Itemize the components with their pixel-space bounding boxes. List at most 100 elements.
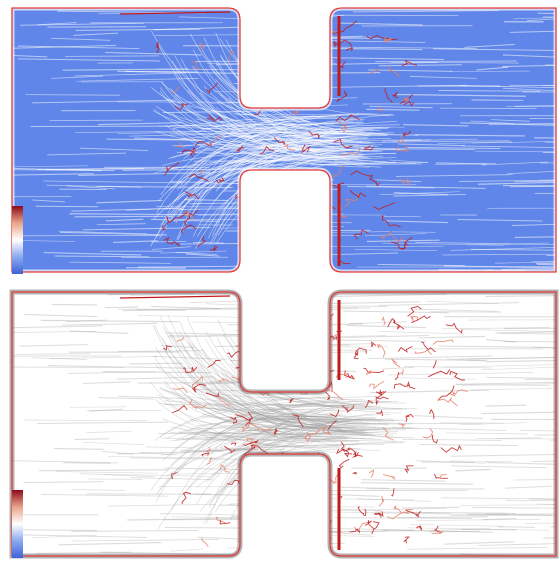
streamline-streak: [205, 437, 347, 441]
vortex-fragment: [301, 146, 311, 154]
streamline-streak: [17, 45, 140, 50]
streamline-streak: [393, 193, 466, 197]
converging-streak: [170, 411, 321, 466]
vortex-fragment: [303, 88, 311, 94]
converging-streak: [191, 410, 349, 456]
converging-streak: [173, 133, 347, 223]
vortex-fragment: [274, 428, 278, 436]
streamline-streak: [69, 406, 127, 408]
vortex-fragment: [393, 505, 403, 514]
streamline-streak: [514, 478, 556, 481]
vortex-fragment: [351, 472, 357, 475]
streamline-streak: [96, 199, 163, 204]
vortex-fragment: [252, 381, 262, 388]
streamline-streak: [535, 260, 556, 265]
streamline-streak: [462, 329, 556, 333]
streamline-streak: [108, 504, 216, 507]
vortex-fragment: [369, 178, 380, 187]
vortex-fragment: [163, 161, 180, 176]
streamline-streak: [15, 353, 91, 355]
converging-streak: [153, 159, 338, 220]
flow-visualization-bottom-panel: [0, 284, 560, 567]
converging-streak: [154, 399, 345, 441]
vortex-fragment: [212, 116, 223, 122]
converging-streak: [166, 415, 334, 439]
vortex-fragment: [394, 372, 400, 380]
streamline-streak: [23, 419, 148, 421]
vortex-fragment: [336, 448, 352, 458]
converging-streak: [167, 371, 340, 411]
vortex-fragment: [189, 399, 208, 410]
top-channel-plot: [9, 5, 559, 275]
streamline-streak: [69, 261, 172, 264]
vortex-fragment: [378, 495, 385, 507]
streamline-streak: [502, 54, 556, 59]
streamline-streak: [37, 421, 169, 425]
converging-streak: [197, 102, 343, 138]
streamline-streak: [354, 249, 437, 251]
streamline-streak: [25, 94, 121, 96]
streamline-streak: [368, 69, 453, 72]
vortex-fragment: [372, 202, 396, 211]
converging-streak: [212, 375, 364, 432]
streamline-streak: [514, 179, 556, 183]
vortex-fragment: [437, 385, 455, 401]
streamline-streak: [470, 120, 515, 124]
streamline-streak: [495, 330, 556, 334]
vortex-fragment: [287, 377, 301, 391]
vortex-fragment: [325, 391, 331, 401]
vortex-fragment: [246, 467, 263, 476]
vortex-fragment: [301, 144, 306, 151]
vortex-fragment: [276, 78, 288, 85]
streamline-streak: [504, 485, 552, 489]
streamline-streak: [151, 240, 187, 243]
vortex-fragment: [349, 528, 361, 533]
vortex-fragment: [231, 376, 241, 381]
streamline-streak: [68, 371, 156, 374]
streamline-streak: [334, 517, 473, 519]
vortex-fragment: [217, 396, 231, 408]
streamline-streak: [392, 427, 507, 431]
converging-streak: [186, 334, 337, 418]
converging-streak: [201, 348, 374, 408]
vortex-fragment: [254, 81, 269, 90]
streamline-streak: [480, 410, 556, 415]
streamline-streak: [369, 105, 433, 109]
streamline-streak: [170, 548, 204, 552]
converging-streak: [190, 418, 370, 436]
converging-streak: [172, 144, 369, 148]
vortex-fragment: [345, 46, 354, 52]
converging-streak: [161, 418, 308, 443]
vortex-fragment: [410, 315, 419, 322]
vortex-fragment: [246, 244, 270, 252]
streamline-streak: [378, 422, 483, 425]
vortex-fragment: [401, 96, 410, 103]
colorbar: [12, 490, 23, 558]
vortex-fragment: [328, 381, 333, 392]
vortex-fragment: [183, 209, 199, 227]
converging-streak: [204, 338, 389, 426]
vortex-fragment: [327, 390, 344, 400]
streamline-streak: [118, 350, 204, 353]
vortex-fragment: [397, 346, 413, 353]
vortex-fragment: [311, 383, 317, 391]
converging-streak: [217, 101, 363, 154]
streamline-streak: [179, 16, 247, 20]
converging-streak: [158, 397, 359, 441]
streamline-streak: [450, 465, 547, 469]
streamline-streak: [407, 146, 501, 150]
streamline-streak: [377, 264, 465, 267]
converging-streak: [160, 115, 316, 196]
vortex-fragment: [317, 472, 329, 483]
converging-streak: [160, 437, 349, 441]
streamline-streak: [185, 253, 220, 257]
vortex-fragment: [174, 142, 184, 148]
vortex-fragment: [209, 245, 218, 253]
streamline-streak: [235, 179, 296, 185]
vortex-fragment: [241, 47, 250, 54]
vortex-fragment: [259, 457, 263, 462]
wall-highlight: [119, 11, 231, 15]
streamline-streak: [14, 165, 88, 168]
streamline-streak: [534, 433, 556, 436]
streamline-streak: [392, 231, 436, 233]
